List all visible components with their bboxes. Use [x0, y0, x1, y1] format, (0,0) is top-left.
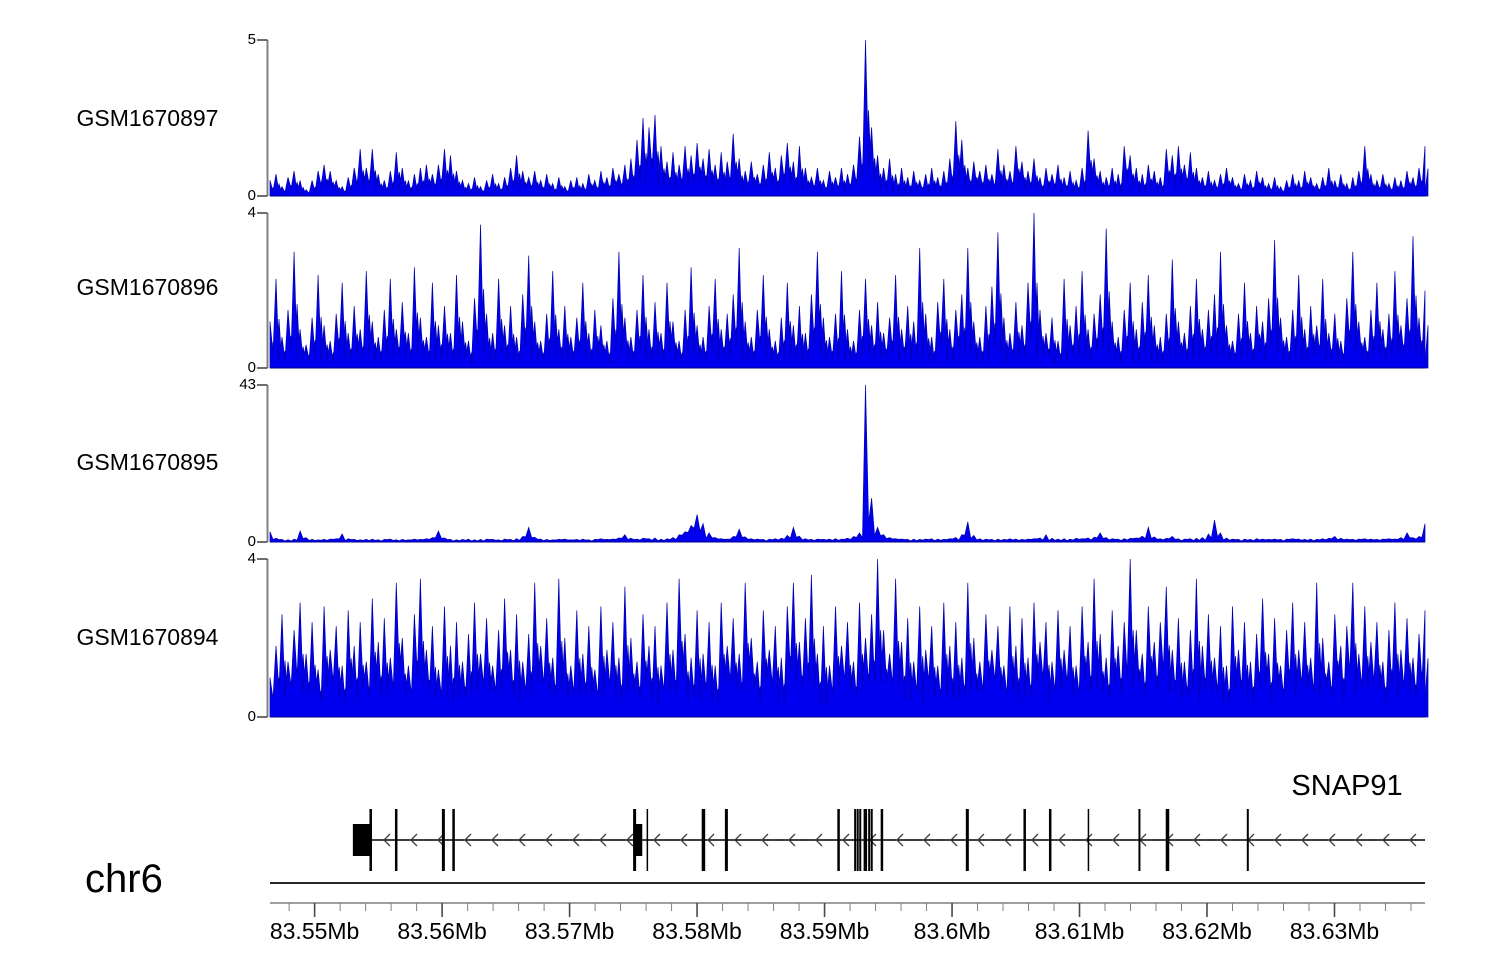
- exon-bar: [394, 809, 398, 871]
- y-axis-max-label-track2: 4: [247, 204, 256, 221]
- coverage-area-GSM1670894: [269, 558, 1426, 718]
- coverage-area-GSM1670895: [269, 384, 1426, 543]
- exon-bar: [859, 809, 862, 871]
- strand-arrow-left: [518, 833, 526, 847]
- track-label-gsm1670895: GSM1670895: [76, 449, 219, 475]
- exon-bar: [1048, 809, 1052, 871]
- strand-arrow-left: [653, 833, 661, 847]
- exon-bar: [1165, 809, 1170, 871]
- strand-arrow-left: [410, 833, 418, 847]
- strand-arrow-left: [734, 833, 742, 847]
- chromosome-label: chr6: [85, 857, 163, 901]
- axis-tick-label: 83.6Mb: [913, 918, 991, 944]
- strand-arrow-left: [1328, 833, 1336, 847]
- strand-arrow-left: [599, 833, 607, 847]
- strand-arrow-left: [1085, 833, 1093, 847]
- strand-arrow-left: [545, 833, 553, 847]
- strand-arrow-left: [815, 833, 823, 847]
- strand-arrow-left: [977, 833, 985, 847]
- strand-arrow-left: [383, 833, 391, 847]
- exon-bar: [724, 809, 728, 871]
- strand-arrow-left: [761, 833, 769, 847]
- exon-bar: [1138, 809, 1141, 871]
- strand-arrow-left: [1031, 833, 1039, 847]
- strand-arrow-left: [1058, 833, 1066, 847]
- strand-arrow-left: [950, 833, 958, 847]
- strand-arrow-left: [626, 833, 634, 847]
- coverage-area-GSM1670897: [269, 39, 1426, 197]
- exon-bar: [1246, 809, 1249, 871]
- axis-tick-label: 83.59Mb: [779, 918, 870, 944]
- axis-tick-label: 83.58Mb: [652, 918, 742, 944]
- axis-tick-label: 83.61Mb: [1034, 918, 1125, 944]
- strand-arrow-left: [1112, 833, 1120, 847]
- strand-arrow-left: [842, 833, 850, 847]
- exon-bar: [441, 809, 445, 871]
- strand-arrow-left: [1220, 833, 1228, 847]
- exon-bar: [1087, 809, 1090, 871]
- coverage-area-GSM1670896: [269, 212, 1426, 369]
- utr-exon-box: [352, 824, 372, 856]
- exon-bar: [856, 809, 859, 871]
- strand-arrow-left: [572, 833, 580, 847]
- y-axis-max-label-track4: 4: [247, 550, 256, 567]
- strand-arrow-left: [1274, 833, 1282, 847]
- strand-arrow-left: [896, 833, 904, 847]
- exon-bar: [965, 809, 969, 871]
- strand-arrow-left: [1382, 833, 1390, 847]
- track-label-gsm1670896: GSM1670896: [76, 274, 219, 300]
- axis-tick-label: 83.56Mb: [397, 918, 487, 944]
- gene-name-label: SNAP91: [1291, 770, 1403, 802]
- exon-bar: [880, 809, 884, 871]
- exon-bar: [646, 809, 649, 871]
- axis-tick-label: 83.55Mb: [269, 918, 360, 944]
- strand-arrow-left: [1355, 833, 1363, 847]
- strand-arrow-left: [1409, 833, 1417, 847]
- y-axis-zero-label-track4: 0: [247, 708, 256, 725]
- exon-bar: [870, 809, 873, 871]
- strand-arrow-left: [923, 833, 931, 847]
- strand-arrow-left: [1301, 833, 1309, 847]
- axis-tick-label: 83.63Mb: [1289, 918, 1380, 944]
- exon-bar: [854, 809, 857, 871]
- strand-arrow-left: [1004, 833, 1012, 847]
- y-axis-zero-label-track1: 0: [247, 187, 256, 204]
- exon-bar: [863, 809, 868, 871]
- exon-bar: [1023, 809, 1026, 871]
- exon-bar: [868, 809, 871, 871]
- exon-bar: [452, 809, 455, 871]
- y-axis-zero-label-track2: 0: [247, 359, 256, 376]
- track-label-gsm1670894: GSM1670894: [76, 624, 219, 650]
- strand-arrow-left: [707, 833, 715, 847]
- y-axis-max-label-track1: 5: [247, 31, 256, 48]
- axis-tick-label: 83.62Mb: [1162, 918, 1252, 944]
- exon-bar: [837, 809, 840, 871]
- strand-arrow-left: [464, 833, 472, 847]
- axis-tick-label: 83.57Mb: [524, 918, 615, 944]
- utr-exon-box: [633, 824, 643, 856]
- exon-bar: [701, 809, 706, 871]
- y-axis-max-label-track3: 43: [239, 376, 256, 393]
- strand-arrow-left: [680, 833, 688, 847]
- strand-arrow-left: [788, 833, 796, 847]
- y-axis-zero-label-track3: 0: [247, 533, 256, 550]
- track-label-gsm1670897: GSM1670897: [76, 105, 219, 131]
- strand-arrow-left: [1193, 833, 1201, 847]
- strand-arrow-left: [491, 833, 499, 847]
